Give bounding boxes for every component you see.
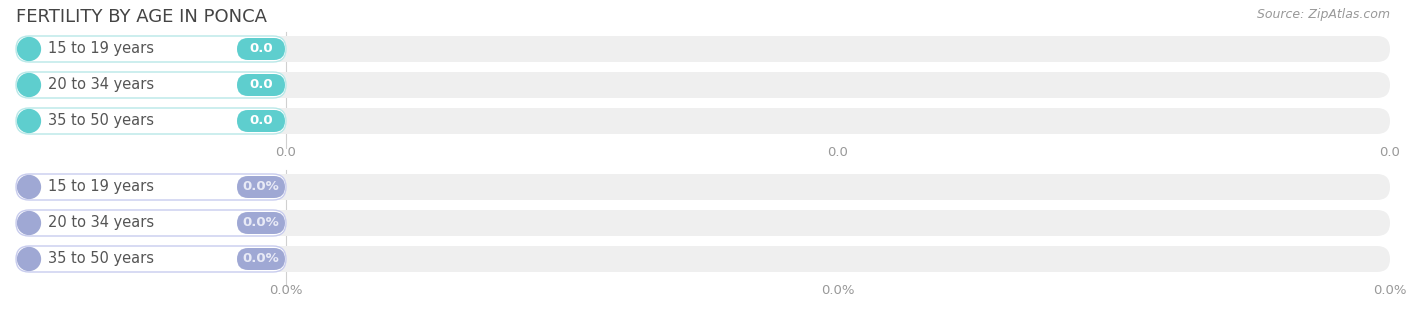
Text: 0.0%: 0.0% [1374,284,1406,297]
FancyBboxPatch shape [15,210,1391,236]
FancyBboxPatch shape [238,74,285,96]
Text: 15 to 19 years: 15 to 19 years [48,180,155,194]
Circle shape [17,110,41,132]
Text: 0.0: 0.0 [249,79,273,91]
Circle shape [17,176,41,198]
Text: 35 to 50 years: 35 to 50 years [48,114,155,128]
Circle shape [17,248,41,271]
Text: 0.0%: 0.0% [243,216,280,229]
FancyBboxPatch shape [238,38,285,60]
Text: 35 to 50 years: 35 to 50 years [48,251,155,267]
Text: 0.0: 0.0 [1379,146,1400,159]
Text: 0.0%: 0.0% [243,252,280,266]
Text: 0.0%: 0.0% [270,284,302,297]
FancyBboxPatch shape [15,72,285,98]
FancyBboxPatch shape [238,176,285,198]
FancyBboxPatch shape [238,248,285,270]
FancyBboxPatch shape [15,246,1391,272]
Text: 15 to 19 years: 15 to 19 years [48,42,155,56]
FancyBboxPatch shape [15,108,1391,134]
Circle shape [17,38,41,60]
FancyBboxPatch shape [15,36,285,62]
FancyBboxPatch shape [15,108,285,134]
Circle shape [17,74,41,96]
FancyBboxPatch shape [15,174,1391,200]
Circle shape [17,212,41,234]
Text: 0.0: 0.0 [828,146,848,159]
Text: Source: ZipAtlas.com: Source: ZipAtlas.com [1257,8,1391,21]
FancyBboxPatch shape [238,212,285,234]
FancyBboxPatch shape [15,36,1391,62]
FancyBboxPatch shape [15,210,285,236]
Text: 0.0: 0.0 [276,146,297,159]
FancyBboxPatch shape [238,110,285,132]
Text: 20 to 34 years: 20 to 34 years [48,215,155,230]
Text: 0.0: 0.0 [249,43,273,55]
Text: 0.0%: 0.0% [821,284,855,297]
Text: 20 to 34 years: 20 to 34 years [48,78,155,92]
FancyBboxPatch shape [15,174,285,200]
Text: 0.0%: 0.0% [243,181,280,193]
Text: 0.0: 0.0 [249,115,273,127]
FancyBboxPatch shape [15,246,285,272]
Text: FERTILITY BY AGE IN PONCA: FERTILITY BY AGE IN PONCA [15,8,267,26]
FancyBboxPatch shape [15,72,1391,98]
